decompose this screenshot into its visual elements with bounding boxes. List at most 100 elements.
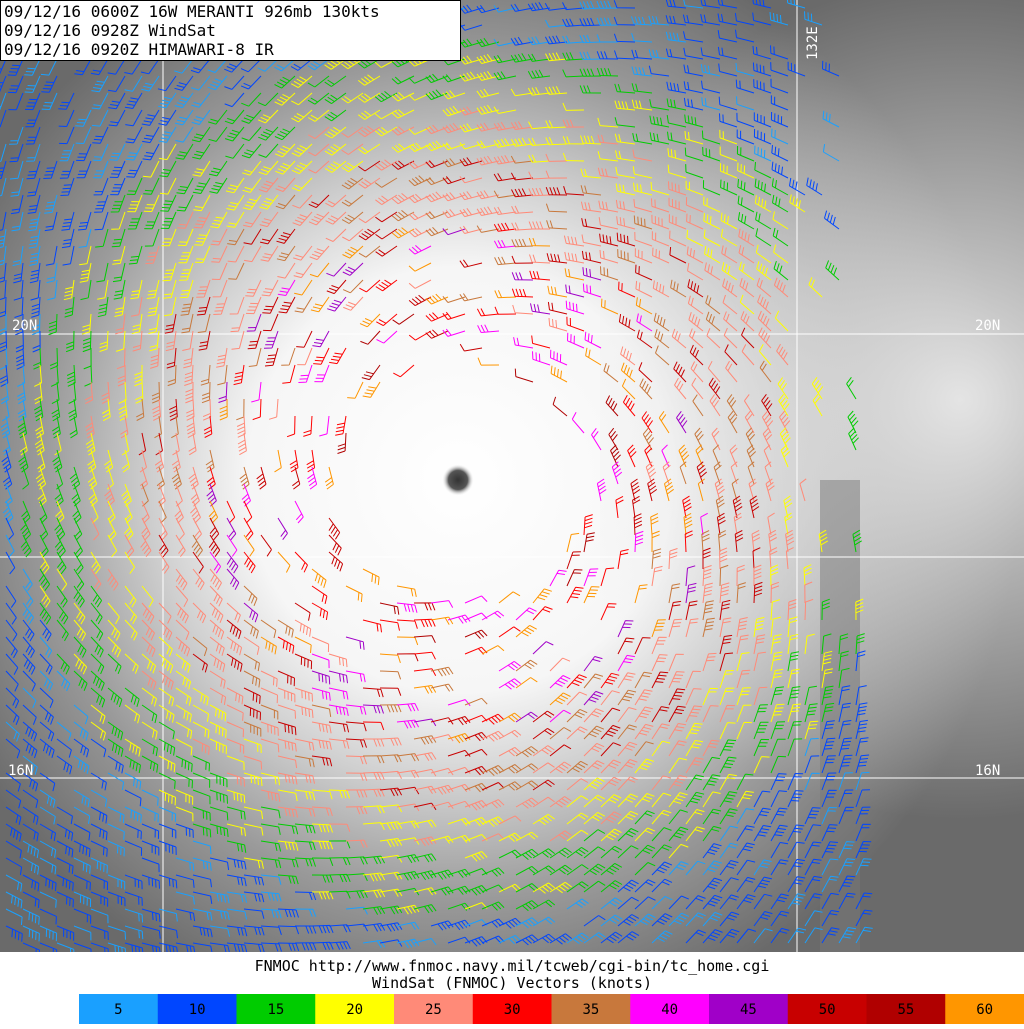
wind-barb bbox=[159, 177, 177, 195]
wind-barb bbox=[799, 478, 807, 502]
wind-barb bbox=[73, 806, 91, 824]
wind-barb bbox=[413, 668, 437, 677]
wind-barb bbox=[39, 874, 57, 892]
wind-barb bbox=[838, 702, 851, 723]
wind-barb bbox=[855, 702, 868, 723]
wind-barb bbox=[263, 330, 279, 349]
wind-barb bbox=[22, 738, 38, 759]
wind-barb bbox=[579, 0, 602, 10]
wind-barb bbox=[391, 75, 415, 85]
wind-barb bbox=[379, 804, 403, 813]
wind-barb bbox=[5, 653, 19, 675]
wind-barb bbox=[669, 230, 687, 247]
wind-barb bbox=[22, 704, 37, 725]
wind-barb bbox=[240, 75, 262, 90]
wind-barb bbox=[755, 211, 772, 230]
wind-barb bbox=[227, 245, 245, 263]
wind-barb bbox=[396, 871, 420, 881]
wind-barb bbox=[615, 183, 636, 196]
wind-barb bbox=[260, 857, 282, 869]
wind-barb bbox=[39, 602, 52, 625]
wind-barb bbox=[241, 109, 262, 124]
wind-barb bbox=[177, 211, 194, 229]
wind-barb bbox=[545, 120, 568, 129]
wind-barb bbox=[345, 585, 363, 603]
wind-barb bbox=[617, 707, 637, 723]
wind-barb bbox=[773, 244, 789, 264]
wind-barb bbox=[277, 636, 295, 654]
wind-barb bbox=[515, 900, 539, 912]
wind-barb bbox=[0, 245, 7, 266]
wind-barb bbox=[396, 602, 418, 613]
wind-barb bbox=[342, 262, 364, 276]
wind-barb bbox=[175, 806, 194, 822]
wind-barb bbox=[651, 844, 672, 859]
wind-barb bbox=[262, 296, 279, 314]
wind-barb bbox=[532, 796, 555, 808]
wind-barb bbox=[855, 737, 869, 757]
wind-barb bbox=[298, 364, 313, 383]
wind-barb bbox=[379, 905, 403, 915]
wind-barb bbox=[736, 928, 757, 944]
wind-barb bbox=[379, 737, 402, 746]
wind-barb bbox=[804, 858, 822, 876]
wind-barb bbox=[652, 280, 670, 298]
wind-barb bbox=[511, 222, 534, 231]
wind-barb bbox=[158, 772, 176, 789]
wind-barb bbox=[493, 106, 517, 114]
wind-barb bbox=[425, 160, 449, 169]
wind-barb bbox=[41, 92, 58, 110]
wind-barb bbox=[515, 677, 538, 689]
wind-barb bbox=[175, 823, 194, 838]
wind-barb bbox=[21, 500, 31, 524]
wind-barb bbox=[527, 53, 551, 62]
wind-barb bbox=[141, 653, 157, 674]
wind-barb bbox=[632, 495, 641, 519]
wind-barb bbox=[128, 245, 143, 265]
wind-barb bbox=[73, 602, 86, 625]
wind-barb bbox=[515, 797, 539, 809]
wind-barb bbox=[549, 830, 572, 842]
wind-barb bbox=[308, 143, 330, 157]
wind-barb bbox=[408, 193, 432, 204]
wind-barb bbox=[396, 921, 420, 930]
wind-barb bbox=[107, 721, 124, 741]
wind-barb bbox=[192, 857, 212, 871]
wind-barb bbox=[248, 347, 262, 367]
wind-barb bbox=[701, 80, 721, 94]
wind-barb bbox=[52, 449, 63, 473]
wind-barb bbox=[549, 933, 573, 945]
wind-barb bbox=[111, 211, 126, 230]
wind-barb bbox=[43, 160, 58, 179]
wind-barb bbox=[379, 602, 400, 615]
wind-barb bbox=[227, 228, 245, 246]
wind-barb bbox=[736, 145, 755, 162]
wind-barb bbox=[243, 806, 264, 820]
wind-barb bbox=[14, 296, 24, 318]
wind-barb bbox=[532, 588, 552, 604]
header: 09/12/16 0600Z 16W MERANTI 926mb 130kts … bbox=[4, 2, 380, 59]
wind-barb bbox=[241, 483, 251, 507]
wind-barb bbox=[362, 855, 386, 865]
wind-barb bbox=[73, 874, 91, 891]
wind-barb bbox=[124, 789, 142, 807]
wind-barb bbox=[613, 16, 636, 26]
wind-barb bbox=[768, 529, 777, 553]
wind-barb bbox=[230, 313, 245, 333]
wind-barb bbox=[719, 808, 738, 825]
wind-barb bbox=[186, 415, 196, 439]
legend-label: 55 bbox=[897, 1002, 914, 1018]
wind-barb bbox=[597, 134, 619, 145]
wind-barb bbox=[787, 824, 805, 842]
wind-barb bbox=[175, 534, 186, 558]
wind-barb bbox=[545, 52, 568, 62]
wind-barb bbox=[107, 823, 125, 840]
wind-barb bbox=[294, 551, 308, 573]
wind-barb bbox=[615, 150, 636, 162]
wind-barb bbox=[512, 304, 534, 315]
wind-barb bbox=[769, 547, 778, 570]
wind-barb bbox=[545, 203, 568, 213]
wind-barb bbox=[175, 568, 188, 591]
wind-barb bbox=[379, 821, 403, 831]
wind-barb bbox=[209, 619, 225, 640]
